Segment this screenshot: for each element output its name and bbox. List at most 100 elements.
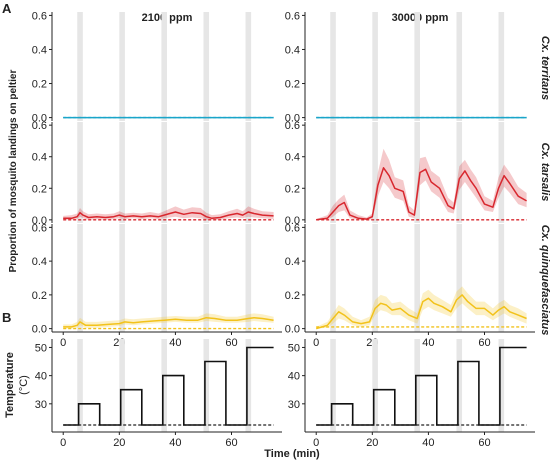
panel-a-r0-c1-ytick-label-1: 0.2	[285, 79, 300, 91]
panel-a-r0-c0-heat-band-4	[245, 12, 252, 121]
panel-b-c0-heat-band-2	[161, 339, 167, 432]
panel-a-r1-c1-ytick-label-1: 0.2	[285, 183, 300, 195]
panel-a-r1-c1-ytick-label-3: 0.6	[285, 120, 300, 132]
panel-a-r2-c0-heat-band-1	[119, 224, 125, 332]
panel-a-r1-c1-mean-line	[316, 167, 527, 221]
panel-b-c1-xtick-label-2: 40	[422, 437, 434, 449]
panel-a-r2-c0-heat-band-3	[203, 224, 210, 332]
panel-a-r2-c1-heat-band-1	[372, 224, 378, 332]
panel-a-r1-c0-heat-band-2	[161, 122, 167, 223]
panel-a-r2-c1-heat-band-3	[456, 224, 463, 332]
panel-a-r2-c0-xtick-label-3: 60	[225, 337, 237, 349]
panel-b-c1-heat-band-3	[456, 339, 463, 432]
panel-b-c1-ytick-label-1: 40	[288, 371, 300, 383]
panel-b-c1-heat-band-1	[372, 339, 378, 432]
panel-a-r1-c1-heat-band-4	[498, 122, 505, 223]
panel-a-r0-c0: 0.0 0.2 0.4 0.6	[32, 10, 274, 125]
panel-a-r2-c1-xtick-label-3: 60	[478, 337, 490, 349]
panel-a-r2-c1-ytick-label-0: 0.0	[285, 324, 300, 336]
panel-a-r2-c1-heat-band-0	[330, 224, 336, 332]
panel-a-r1-c0-ytick-label-0: 0.0	[32, 215, 47, 227]
column-title-2100: 2100 ppm	[142, 12, 193, 24]
panel-b-c0-temperature-line	[63, 346, 274, 426]
panel-a-r1-c0-mean-line	[63, 211, 274, 220]
panel-a-r2-c1-heat-band-2	[414, 224, 420, 332]
panel-b-c0-heat-band-3	[203, 339, 210, 432]
row-label-territans: Cx. territans	[539, 36, 550, 100]
panel-b-ylabel-line1: Temperature	[4, 352, 16, 418]
column-title-30000: 30000 ppm	[392, 12, 449, 24]
panel-a-r0-c0-ytick-label-3: 0.6	[32, 10, 47, 22]
row-label-quinquefasciatus: Cx. quinquefasciatus	[539, 225, 550, 336]
plot-area: 0.00.20.40.60.00.20.40.60.00.20.40.60.00…	[32, 10, 535, 449]
panel-b-c1-heat-band-0	[330, 339, 336, 432]
panel-b-c1: 30 40 50 0 20 40 60	[288, 339, 535, 449]
panel-a-r1-c0-heat-band-4	[245, 122, 252, 223]
panel-a-r2-c1-heat-band-4	[498, 224, 505, 332]
panel-b-c0-xtick-label-0: 0	[60, 437, 66, 449]
panel-a-r0-c1-ytick-label-2: 0.4	[285, 44, 300, 56]
panel-a-r2-c0-heat-band-2	[161, 224, 167, 332]
panel-a-r0-c1: 0.0 0.2 0.4 0.6	[285, 10, 527, 125]
panel-a-r2-c1-ytick-label-3: 0.6	[285, 222, 300, 234]
panel-a-r2-c0-ci-ribbon	[63, 313, 274, 329]
panel-b-c1-xtick-label-3: 60	[478, 437, 490, 449]
panel-a-r0-c0-ytick-label-2: 0.4	[32, 44, 47, 56]
panel-a-r2-c0-xtick-label-0: 0	[60, 337, 66, 349]
panel-a-r1-c1-heat-band-3	[456, 122, 463, 223]
panel-b-c1-heat-band-4	[498, 339, 505, 432]
panel-a-r1-c0-heat-band-0	[77, 122, 83, 223]
panel-a-r0-c1-heat-band-4	[498, 12, 505, 121]
panel-a-r2-c0-heat-band-0	[77, 224, 83, 332]
panel-b-c0-heat-band-0	[77, 339, 83, 432]
panel-b-c0-xtick-label-3: 60	[225, 437, 237, 449]
panel-b-c1-temperature-line	[316, 346, 527, 426]
panel-a-r1-c0-heat-band-3	[203, 122, 210, 223]
panel-b-c1-xtick-label-1: 20	[366, 437, 378, 449]
panel-a-r0-c0-heat-band-2	[161, 12, 167, 121]
panel-a-r0-c1-heat-band-1	[372, 12, 378, 121]
panel-a-r2-c1-xtick-label-2: 40	[422, 337, 434, 349]
panel-b-xlabel: Time (min)	[264, 448, 320, 460]
panel-a-r1-c0-ci-ribbon	[63, 206, 274, 220]
panel-a-r2-c1-mean-line	[315, 294, 527, 330]
panel-b-c0-heat-band-1	[119, 339, 125, 432]
panel-b-c0-xtick-label-1: 20	[113, 437, 125, 449]
row-label-tarsalis: Cx. tarsalis	[539, 143, 550, 202]
panel-a-r1-c0-ytick-label-1: 0.2	[32, 183, 47, 195]
panel-a-r2-c0-xtick-label-2: 40	[169, 337, 181, 349]
panel-a-r0-c0-heat-band-0	[77, 12, 83, 121]
panel-b-c1-ytick-label-0: 30	[288, 399, 300, 411]
panel-b-c0-xtick-label-2: 40	[169, 437, 181, 449]
panel-a-r2-c1-ytick-label-1: 0.2	[285, 290, 300, 302]
panel-a-r1-c0-ytick-label-3: 0.6	[32, 120, 47, 132]
panel-a-r2-c0-ytick-label-0: 0.0	[32, 324, 47, 336]
panel-a-r1-c0-heat-band-1	[119, 122, 125, 223]
panel-b-ylabel-line2: (°C)	[18, 375, 30, 395]
panel-a-r1-c1-ci-ribbon	[316, 148, 527, 220]
panel-b-c0-ytick-label-2: 50	[35, 342, 47, 354]
panel-a-r0-c0-ytick-label-0: 0.0	[32, 113, 47, 125]
panel-a-r0-c0-heat-band-3	[203, 12, 210, 121]
panel-a-r0-c1-ytick-label-3: 0.6	[285, 10, 300, 22]
panel-b-c0-heat-band-4	[245, 339, 252, 432]
panel-a-r2-c0-ytick-label-3: 0.6	[32, 222, 47, 234]
panel-b-c0-ytick-label-0: 30	[35, 399, 47, 411]
panel-b-c0-ytick-label-1: 40	[35, 371, 47, 383]
panel-a-r2-c1-ytick-label-2: 0.4	[285, 256, 300, 268]
panel-a-r2-c0-ytick-label-2: 0.4	[32, 256, 47, 268]
panel-a-r1-c1-heat-band-0	[330, 122, 336, 223]
panel-a-r1-c1: 0.0 0.2 0.4 0.6	[285, 120, 527, 227]
panel-label-a: A	[2, 1, 12, 16]
panel-a-r2-c0: 0.00.20.40.60 20 40 60	[32, 222, 282, 349]
panel-a-r0-c0-heat-band-1	[119, 12, 125, 121]
panel-a-r2-c1-xtick-label-0: 0	[313, 337, 319, 349]
panel-a-r2-c0-mean-line	[63, 316, 274, 328]
panel-b-c0: 30 40 50 0 20 40 60	[35, 339, 282, 449]
panel-a-r1-c0-ytick-label-2: 0.4	[32, 152, 47, 164]
panel-b-c1-heat-band-2	[414, 339, 420, 432]
panel-a-r0-c1-heat-band-3	[456, 12, 463, 121]
panel-b-c1-xtick-label-0: 0	[313, 437, 319, 449]
